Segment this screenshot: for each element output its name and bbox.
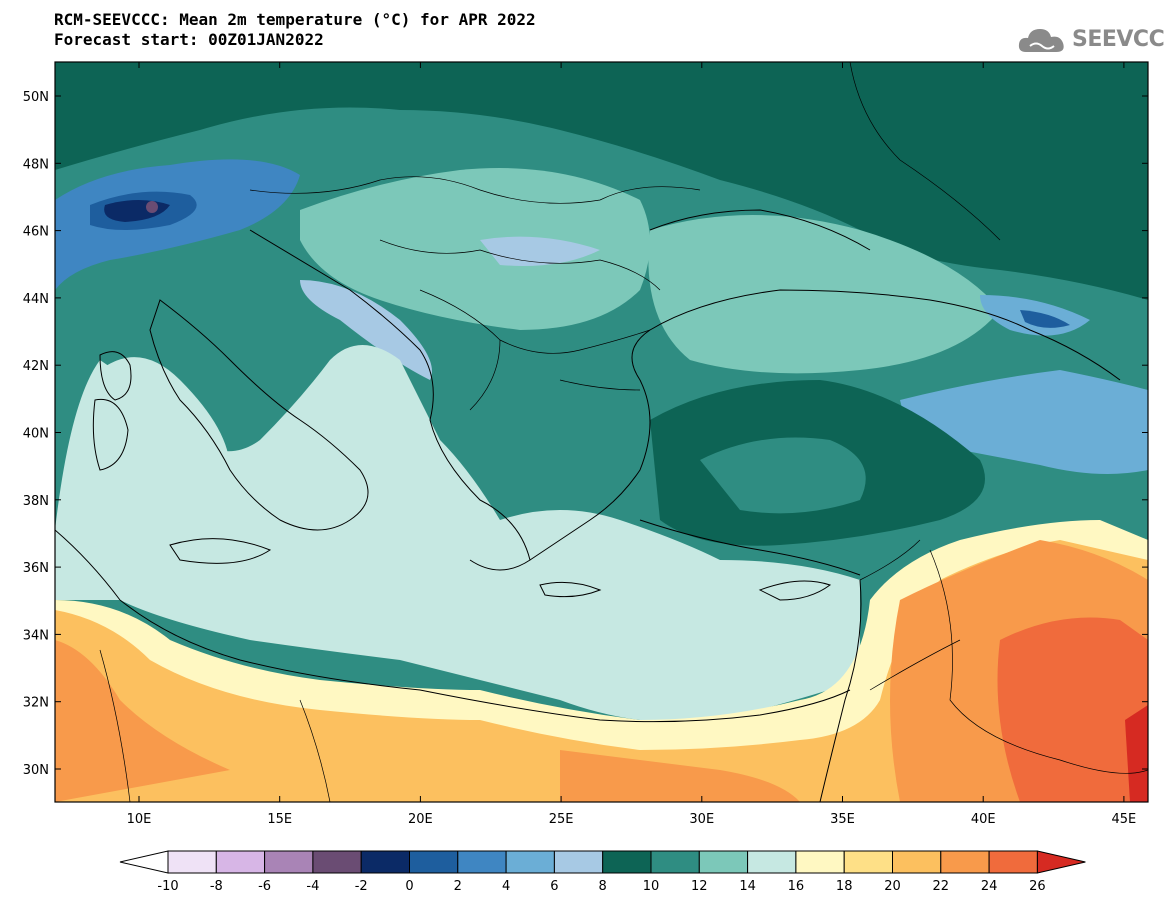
colorbar: -10 -8 -6 -4 -2 0 2 4 6 8 10 12 14 16 18 20 22 24 26 xyxy=(119,850,1086,894)
lat-label: 30N xyxy=(23,763,49,778)
arabia-hottest xyxy=(997,617,1148,802)
title-line-1: RCM-SEEVCCC: Mean 2m temperature (°C) fo… xyxy=(54,10,536,29)
latitude-axis: 50N 48N 46N 44N 42N 40N 38N 36N 34N 32N 30N xyxy=(23,90,1148,778)
seevccc-logo: SEEVCCC xyxy=(1016,22,1165,58)
colorbar-tick-label: -6 xyxy=(258,879,271,894)
coastlines xyxy=(55,209,1121,802)
colorbar-swatch xyxy=(747,850,797,874)
colorbar-tick-label: 24 xyxy=(981,879,998,894)
lon-label: 45E xyxy=(1112,812,1137,827)
colorbar-tick-label: 16 xyxy=(788,879,805,894)
colorbar-swatch xyxy=(264,850,314,874)
alps-blue xyxy=(55,159,300,290)
colorbar-swatch xyxy=(553,850,604,874)
colorbar-swatch xyxy=(698,850,749,874)
colorbar-swatch xyxy=(457,850,507,874)
lat-label: 46N xyxy=(23,225,49,240)
country-borders xyxy=(99,62,1148,802)
colorbar-swatch xyxy=(167,850,217,874)
lon-label: 15E xyxy=(267,812,292,827)
colorbar-tick-label: -2 xyxy=(355,879,368,894)
lon-label: 40E xyxy=(971,812,996,827)
dinaric-blue xyxy=(300,280,432,380)
logo-text: SEEVCCC xyxy=(1072,27,1165,52)
alps-summit xyxy=(146,201,158,213)
lon-label: 10E xyxy=(127,812,152,827)
title-line-2: Forecast start: 00Z01JAN2022 xyxy=(54,30,324,49)
colorbar-swatch xyxy=(795,850,845,874)
lon-label: 30E xyxy=(689,812,714,827)
desert-core xyxy=(1125,705,1148,802)
colorbar-tick-label: 6 xyxy=(550,879,558,894)
libya-hot xyxy=(55,640,230,802)
colorbar-tick-label: 26 xyxy=(1029,879,1046,894)
colorbar-tick-label: 12 xyxy=(691,879,708,894)
colorbar-swatch xyxy=(505,850,555,874)
map-fill xyxy=(55,62,1148,802)
colorbar-swatch xyxy=(843,850,894,874)
colorbar-tick-label: 8 xyxy=(599,879,607,894)
lat-label: 40N xyxy=(23,427,49,442)
cloud-icon xyxy=(1018,29,1064,52)
colorbar-swatch xyxy=(360,850,411,874)
colorbar-swatch xyxy=(940,850,990,874)
pannonian-light xyxy=(300,168,650,330)
lat-label: 44N xyxy=(23,292,49,307)
lat-label: 42N xyxy=(23,359,49,374)
longitude-axis: 10E 15E 20E 25E 30E 35E 40E 45E xyxy=(127,62,1137,827)
lon-label: 25E xyxy=(549,812,574,827)
colorbar-swatch xyxy=(312,850,362,874)
lat-label: 38N xyxy=(23,494,49,509)
colorbar-tick-label: -10 xyxy=(157,879,178,894)
lat-label: 34N xyxy=(23,628,49,643)
colorbar-tick-label: -4 xyxy=(306,879,319,894)
lat-label: 48N xyxy=(23,157,49,172)
black-sea-light xyxy=(648,215,1000,374)
mediterranean-sea xyxy=(55,345,860,723)
colorbar-over-arrow xyxy=(1036,850,1086,874)
carpathian-blue xyxy=(480,236,600,266)
colorbar-swatch xyxy=(892,850,942,874)
sahara-hot xyxy=(55,540,1148,802)
colorbar-tick-label: 10 xyxy=(643,879,660,894)
colorbar-swatch xyxy=(650,850,700,874)
lat-label: 36N xyxy=(23,561,49,576)
colorbar-swatch xyxy=(602,850,652,874)
chart-title: RCM-SEEVCCC: Mean 2m temperature (°C) fo… xyxy=(54,10,536,50)
colorbar-tick-label: 0 xyxy=(405,879,413,894)
lat-label: 50N xyxy=(23,90,49,105)
egypt-hot xyxy=(560,750,800,802)
colorbar-tick-label: 22 xyxy=(933,879,950,894)
colorbar-tick-label: 20 xyxy=(884,879,901,894)
colorbar-tick-label: 18 xyxy=(836,879,853,894)
lat-label: 32N xyxy=(23,696,49,711)
north-dark-band xyxy=(55,62,1148,300)
tyrrhenian-sea xyxy=(100,357,230,510)
anatolia-mid xyxy=(700,437,866,514)
lon-label: 35E xyxy=(830,812,855,827)
colorbar-tick-label: -8 xyxy=(210,879,223,894)
colorbar-under-arrow xyxy=(119,850,169,874)
colorbar-swatch xyxy=(988,850,1038,874)
colorbar-tick-label: 14 xyxy=(739,879,756,894)
colorbar-swatch xyxy=(215,850,266,874)
colorbar-tick-label: 4 xyxy=(502,879,510,894)
lon-label: 20E xyxy=(408,812,433,827)
caucasus-deep xyxy=(1020,310,1070,328)
colorbar-swatch xyxy=(409,850,459,874)
colorbar-tick-label: 2 xyxy=(454,879,462,894)
